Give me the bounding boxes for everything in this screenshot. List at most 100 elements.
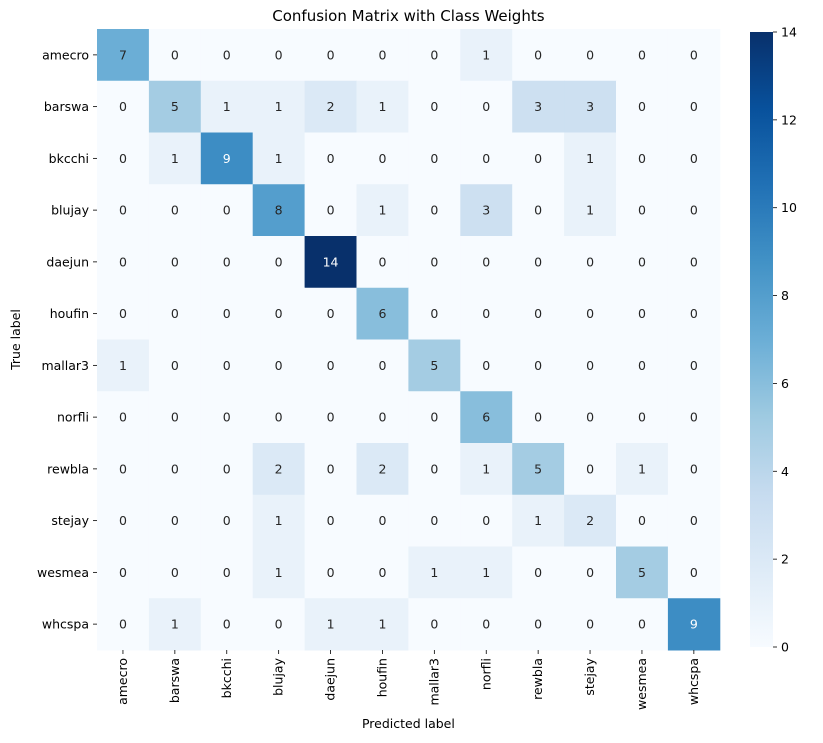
cell-value-label: 0 [534,358,542,373]
cell-value-label: 1 [119,358,127,373]
y-tick-label: daejun [46,254,89,269]
colorbar-ticks: 0 2 4 6 8 10 12 14 [773,25,797,655]
heatmap-cell [408,80,461,133]
cell-value-label: 1 [378,99,386,114]
colorbar-tick-label: 2 [781,552,789,567]
heatmap-cell [356,598,409,651]
heatmap-cell [252,80,306,133]
cell-value-label: 0 [690,254,698,269]
x-tick-labels: amecro barswa bkcchi blujay daejun houfin mall… [115,650,701,710]
colorbar-tick-label: 8 [781,288,789,303]
cell-value-label: 0 [638,203,646,218]
cell-value-label: 0 [690,203,698,218]
heatmap-cell [356,339,409,392]
y-tick-label: stejay [51,513,89,528]
cell-value-label: 0 [119,151,127,166]
heatmap-cell [252,598,306,651]
heatmap-cell [667,236,721,289]
heatmap-cell [616,546,669,599]
x-tick-label: amecro [115,658,130,705]
heatmap-cell [616,287,669,340]
heatmap-cell [512,494,565,547]
heatmap-cell [97,184,150,237]
heatmap-cell [564,598,617,651]
heatmap-cell [616,494,669,547]
cell-value-label: 1 [482,47,490,62]
cell-value-label: 0 [482,99,490,114]
cell-value-label: 0 [430,617,438,632]
cell-value-label: 0 [378,565,386,580]
heatmap-cell [512,236,565,289]
heatmap-cell [564,184,617,237]
cell-value-label: 0 [223,306,231,321]
cell-value-label: 0 [378,47,386,62]
heatmap-cell [512,546,565,599]
heatmap-cell [356,391,409,444]
cell-value-label: 0 [223,617,231,632]
cell-value-label: 0 [171,203,179,218]
heatmap-cell [252,391,306,444]
cell-value-label: 0 [690,151,698,166]
cell-value-label: 0 [119,410,127,425]
cell-value-label: 0 [586,617,594,632]
cell-value-label: 0 [690,358,698,373]
x-tick-label: blujay [271,657,286,695]
heatmap-cell [148,29,202,82]
cell-value-label: 0 [482,306,490,321]
cell-value-label: 0 [534,203,542,218]
heatmap-cell [148,184,202,237]
y-tick-label: barswa [44,99,89,114]
x-tick-label: norfli [478,658,493,690]
heatmap-cell [667,598,721,651]
heatmap-cell [564,287,617,340]
heatmap-cell [616,339,669,392]
cell-value-label: 0 [638,47,646,62]
cell-value-label: 0 [534,410,542,425]
x-tick-label: mallar3 [426,658,441,706]
x-tick-label: barswa [167,658,182,703]
heatmap-cell [304,339,357,392]
y-axis-label: True label [8,309,23,371]
heatmap-cell [304,494,357,547]
cell-value-label: 0 [482,254,490,269]
heatmap-cell [616,184,669,237]
x-tick-label: stejay [582,657,597,695]
cell-value-label: 0 [327,513,335,528]
cell-value-label: 0 [430,254,438,269]
cell-value-label: 0 [690,47,698,62]
heatmap-cell [667,546,721,599]
heatmap-cell [667,184,721,237]
cell-value-label: 0 [223,203,231,218]
heatmap-cell [97,29,150,82]
heatmap-cell [512,80,565,133]
heatmap-cell [667,391,721,444]
cell-value-label: 0 [119,617,127,632]
y-tick-label: norfli [57,410,89,425]
heatmap-cell [460,287,513,340]
cell-value-label: 0 [430,306,438,321]
heatmap-cell [304,132,357,185]
cell-value-label: 0 [378,410,386,425]
heatmap-cell [356,29,409,82]
cell-value-label: 5 [171,99,179,114]
heatmap-cell [97,391,150,444]
cell-value-label: 0 [223,47,231,62]
x-tick-label: wesmea [634,658,649,710]
cell-value-label: 0 [171,565,179,580]
cell-value-label: 0 [638,99,646,114]
heatmap-cell [616,598,669,651]
cell-value-label: 0 [586,565,594,580]
cell-value-label: 1 [223,99,231,114]
cell-value-label: 0 [430,513,438,528]
heatmap-cell [616,443,669,496]
cell-value-label: 3 [534,99,542,114]
cell-value-label: 0 [119,306,127,321]
heatmap-cell [564,339,617,392]
heatmap-cell [460,391,513,444]
cell-value-label: 0 [327,410,335,425]
cell-value-label: 0 [275,47,283,62]
y-tick-label: mallar3 [41,358,89,373]
heatmap-cell [616,29,669,82]
heatmap-cell [252,132,306,185]
cell-value-label: 0 [430,410,438,425]
